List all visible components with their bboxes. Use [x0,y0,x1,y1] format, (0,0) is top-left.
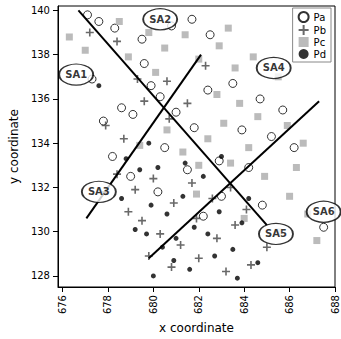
svg-text:130: 130 [31,226,50,237]
svg-text:134: 134 [31,138,50,149]
svg-text:Pb: Pb [314,25,326,36]
svg-text:684: 684 [239,295,250,314]
svg-text:SA4: SA4 [263,62,285,73]
svg-text:SA5: SA5 [265,228,287,239]
svg-text:y coordinate: y coordinate [7,109,21,184]
svg-text:SA2: SA2 [149,14,171,25]
svg-text:128: 128 [31,270,50,281]
svg-text:680: 680 [148,295,159,314]
svg-text:SA3: SA3 [88,186,110,197]
svg-text:Pd: Pd [314,49,326,60]
svg-text:x coordinate: x coordinate [159,321,234,335]
svg-text:688: 688 [330,295,341,314]
svg-text:678: 678 [102,295,113,314]
svg-text:SA6: SA6 [313,206,335,217]
svg-text:140: 140 [31,5,50,16]
svg-text:Pc: Pc [314,37,326,48]
svg-text:132: 132 [31,182,50,193]
svg-text:136: 136 [31,93,50,104]
svg-text:676: 676 [57,295,68,314]
svg-text:682: 682 [193,295,204,314]
svg-text:Pa: Pa [314,12,326,23]
svg-text:686: 686 [284,295,295,314]
svg-text:SA1: SA1 [65,69,87,80]
svg-text:138: 138 [31,49,50,60]
